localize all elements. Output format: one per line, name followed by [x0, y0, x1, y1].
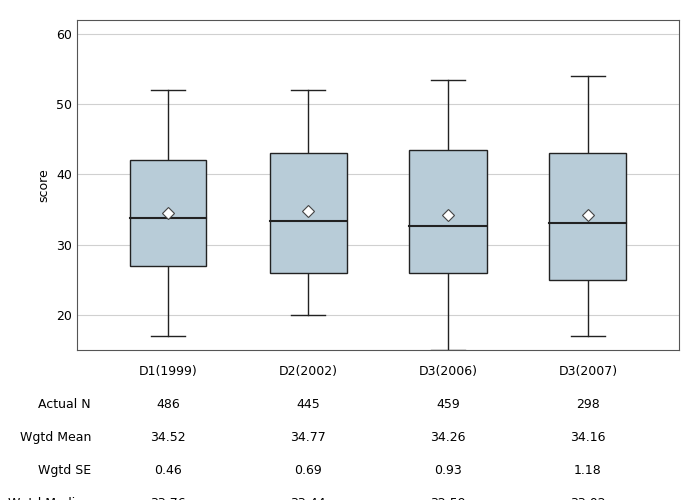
Text: Wgtd Mean: Wgtd Mean — [20, 431, 91, 444]
Text: 445: 445 — [296, 398, 320, 411]
Text: D2(2002): D2(2002) — [279, 365, 337, 378]
Bar — [550, 154, 626, 280]
Text: D3(2006): D3(2006) — [419, 365, 477, 378]
Text: Wgtd SE: Wgtd SE — [38, 464, 91, 477]
Bar — [270, 154, 346, 273]
Text: 34.16: 34.16 — [570, 431, 606, 444]
Text: 33.44: 33.44 — [290, 497, 326, 500]
Bar — [130, 160, 206, 266]
Text: Actual N: Actual N — [38, 398, 91, 411]
Text: 1.18: 1.18 — [574, 464, 602, 477]
Bar — [410, 150, 486, 273]
Y-axis label: score: score — [38, 168, 50, 202]
Text: Wgtd Median: Wgtd Median — [8, 497, 91, 500]
Text: 34.26: 34.26 — [430, 431, 466, 444]
Text: D3(2007): D3(2007) — [559, 365, 617, 378]
Text: D1(1999): D1(1999) — [139, 365, 197, 378]
Text: 0.69: 0.69 — [294, 464, 322, 477]
Text: 32.59: 32.59 — [430, 497, 466, 500]
Text: 33.02: 33.02 — [570, 497, 606, 500]
Text: 298: 298 — [576, 398, 600, 411]
Text: 0.93: 0.93 — [434, 464, 462, 477]
Text: 34.77: 34.77 — [290, 431, 326, 444]
Text: 459: 459 — [436, 398, 460, 411]
Text: 486: 486 — [156, 398, 180, 411]
Text: 0.46: 0.46 — [154, 464, 182, 477]
Text: 34.52: 34.52 — [150, 431, 186, 444]
Text: 33.76: 33.76 — [150, 497, 186, 500]
